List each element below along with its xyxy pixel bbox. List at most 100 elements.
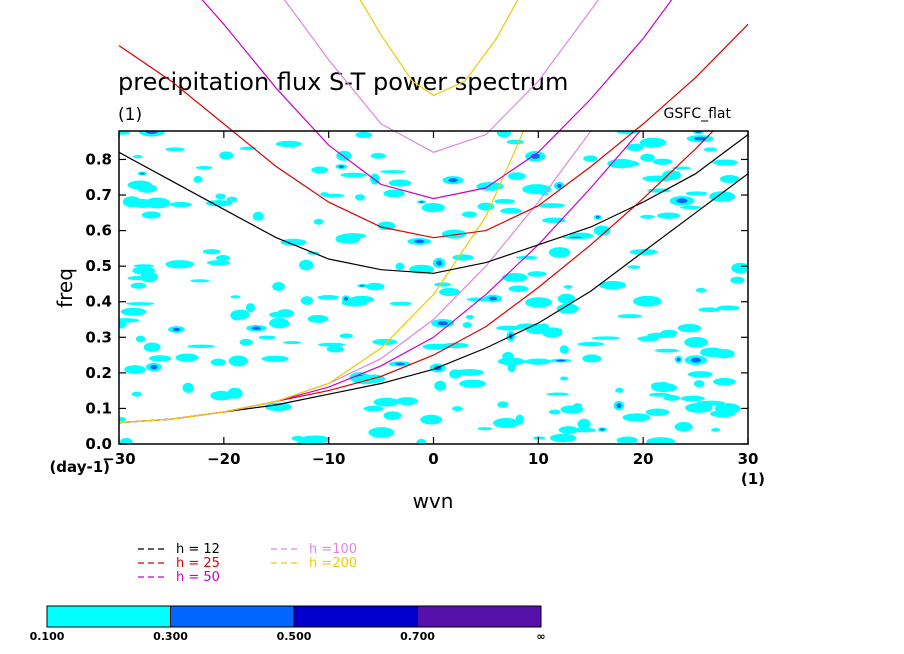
contour-blob: [131, 391, 143, 397]
x-tick-label: 30: [738, 450, 759, 468]
contour-blob: [119, 131, 131, 135]
contour-blob: [646, 437, 676, 444]
contour-blob-core: [569, 236, 583, 239]
contour-blob: [355, 131, 373, 139]
contour-blob: [165, 260, 195, 269]
contour-blob: [434, 282, 451, 287]
contour-blob: [206, 260, 231, 266]
contour-blob: [477, 202, 495, 211]
contour-blob: [593, 225, 611, 236]
contour-blob: [711, 428, 721, 432]
contour-blob: [165, 147, 185, 152]
contour-blob: [354, 194, 366, 201]
contour-blob: [662, 170, 682, 181]
contour-blob: [130, 282, 147, 289]
contour-blob-core: [488, 296, 498, 301]
contour-blob: [709, 191, 736, 202]
contour-blob: [149, 355, 172, 362]
contour-blob-core: [556, 183, 562, 188]
contour-blob-core: [413, 239, 425, 244]
contour-blob-core: [150, 364, 158, 370]
contour-blob: [502, 351, 514, 362]
contour-blob: [494, 198, 516, 204]
y-tick-label: 0.6: [85, 222, 112, 240]
contour-blob: [626, 143, 644, 152]
contour-blob: [622, 413, 651, 422]
contour-blob: [340, 172, 368, 178]
contour-blob: [508, 285, 529, 292]
contour-blob: [311, 166, 329, 174]
contour-blob: [563, 284, 573, 289]
contour-blob: [507, 172, 526, 181]
contour-blob-core: [616, 403, 622, 409]
contour-blob: [169, 201, 192, 208]
contour-blob-core: [172, 327, 181, 332]
contour-blob: [215, 193, 226, 200]
contour-blob-core: [600, 428, 605, 431]
contour-blob: [546, 392, 570, 396]
contour-blob: [395, 262, 405, 271]
contour-blob: [335, 234, 349, 243]
contour-blob: [119, 416, 127, 422]
legend-label: h = 50: [176, 570, 220, 585]
contour-blob: [421, 203, 446, 213]
contour-blob: [132, 155, 143, 159]
contour-blob: [438, 287, 461, 297]
contour-blob: [313, 218, 324, 225]
contour-blob: [175, 353, 199, 362]
contour-blob: [300, 435, 331, 444]
x-tick-label: 10: [528, 450, 549, 468]
colorbar-label: 0.100: [30, 630, 65, 643]
contour-blob: [559, 345, 569, 354]
y-unit-label: (day-1): [49, 458, 110, 476]
contour-blob: [282, 341, 302, 345]
contour-blob: [452, 254, 474, 261]
contour-blob: [461, 211, 477, 218]
contour-blob: [297, 440, 307, 444]
contour-blob: [577, 418, 591, 430]
x-tick-label: −20: [207, 450, 240, 468]
contour-blob-core: [359, 284, 365, 287]
y-axis-label: freq: [53, 268, 77, 308]
contour-blob: [226, 196, 238, 203]
contour-blob: [599, 280, 627, 290]
contour-blob: [548, 409, 561, 415]
contour-blob: [275, 140, 302, 148]
contour-blob: [434, 380, 447, 391]
contour-blob: [677, 323, 702, 333]
x-tick-label: −30: [102, 450, 135, 468]
y-tick-label: 0.4: [85, 293, 112, 311]
contour-blob: [687, 371, 713, 378]
colorbar: 0.100 0.300 0.500 0.700 ∞: [30, 605, 546, 643]
contour-blob-core: [530, 153, 540, 159]
contour-blob: [696, 400, 726, 406]
contour-blob: [684, 337, 709, 348]
contour-blob: [230, 295, 241, 299]
contour-blob: [245, 303, 255, 313]
contour-blob: [136, 184, 158, 193]
contour-blob-core: [595, 215, 600, 219]
contour-blob: [124, 365, 146, 374]
contour-blob-core: [394, 362, 405, 366]
contour-blob: [557, 293, 576, 304]
x-unit-label: (1): [741, 470, 765, 488]
contour-blob: [716, 305, 740, 311]
chart-subtitle: (1): [118, 105, 142, 125]
y-tick-label: 0.5: [85, 257, 112, 275]
contour-blob-core: [556, 359, 566, 362]
contour-blob: [700, 347, 725, 358]
contour-blob: [228, 355, 248, 367]
contour-blob: [640, 153, 655, 162]
chart-title: precipitation flux S-T power spectrum: [118, 68, 568, 96]
contour-blob: [462, 322, 473, 328]
contour-blob-core: [676, 357, 681, 362]
contour-blob: [719, 175, 740, 184]
contour-blob: [300, 296, 314, 305]
dispersion-curve-upper: [118, 134, 749, 274]
contour-blob: [455, 369, 484, 376]
contour-blob: [680, 395, 705, 402]
contour-blob: [497, 401, 509, 408]
contour-blob: [210, 390, 233, 401]
contour-blob: [615, 387, 624, 393]
